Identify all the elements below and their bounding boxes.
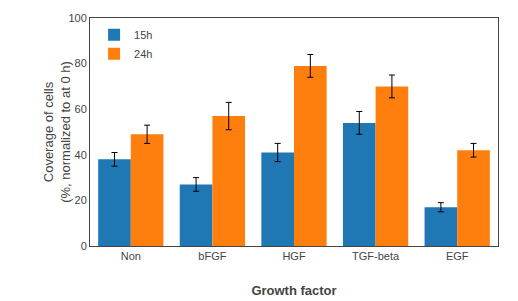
- svg-text:60: 60: [75, 103, 87, 115]
- svg-text:80: 80: [75, 57, 87, 69]
- svg-text:bFGF: bFGF: [198, 250, 226, 262]
- svg-text:EGF: EGF: [446, 250, 469, 262]
- svg-text:15h: 15h: [134, 29, 152, 41]
- svg-text:100: 100: [68, 12, 86, 24]
- svg-text:Coverage of cells(%, normalize: Coverage of cells(%, normalized to at 0 …: [41, 61, 73, 203]
- svg-text:Growth factor: Growth factor: [251, 283, 336, 298]
- svg-text:0: 0: [81, 240, 87, 252]
- svg-text:20: 20: [75, 194, 87, 206]
- svg-text:24h: 24h: [134, 48, 152, 60]
- svg-text:Non: Non: [121, 250, 141, 262]
- svg-text:TGF-beta: TGF-beta: [352, 250, 400, 262]
- svg-text:HGF: HGF: [282, 250, 306, 262]
- svg-text:40: 40: [75, 149, 87, 161]
